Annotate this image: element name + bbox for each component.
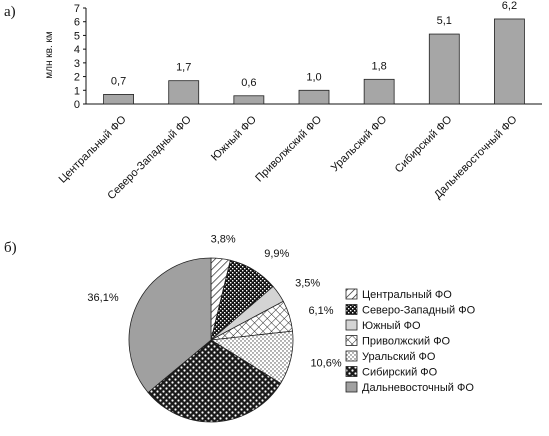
bar [494, 18, 525, 105]
y-tick-label: 1 [74, 85, 80, 97]
x-tick-label: Приволжский ФО [253, 113, 324, 184]
legend-label: Дальневосточный ФО [362, 382, 474, 394]
bar [103, 94, 134, 105]
pie-value-label: 6,1% [308, 305, 333, 317]
pie-value-label: 3,5% [295, 277, 320, 289]
bar-value-label: 0,7 [111, 75, 126, 87]
bar [363, 78, 395, 105]
legend-swatch [345, 335, 358, 346]
y-tick-label: 4 [74, 44, 80, 56]
legend-label: Северо-Западный ФО [362, 305, 476, 317]
x-tick-label: Южный ФО [209, 113, 259, 163]
pie-slices [128, 257, 294, 423]
x-tick-label: Центральный ФО [57, 113, 129, 185]
y-axis-label: млн кв. км [44, 31, 55, 79]
legend-label: Приволжский ФО [362, 336, 451, 348]
legend-swatch [345, 366, 358, 377]
bar [233, 95, 265, 105]
x-tick-label: Сибирский ФО [393, 113, 455, 175]
legend-label: Южный ФО [362, 320, 421, 332]
legend-label: Уральский ФО [362, 351, 436, 363]
pie-chart: 3,8%9,9%3,5%6,1%10,6%30,1%36,1% [87, 234, 342, 423]
bar-axes [83, 7, 542, 105]
bar-value-label: 5,1 [437, 15, 452, 27]
bar-value-labels: 0,7 1,7 0,6 1,0 1,8 5,1 6,2 [111, 0, 517, 89]
bar-value-label: 1,0 [306, 71, 321, 83]
legend-label: Сибирский ФО [362, 367, 438, 379]
bar [428, 33, 460, 105]
y-tick-label: 3 [74, 58, 80, 70]
legend-swatch [345, 319, 358, 331]
pie-legend: Центральный ФО Северо-Западный ФО Южный ФО… [345, 288, 476, 394]
pie-slice [147, 339, 282, 423]
y-tick-label: 2 [74, 72, 80, 84]
legend-swatch [345, 350, 358, 362]
pie-value-labels: 3,8%9,9%3,5%6,1%10,6%30,1%36,1% [87, 234, 341, 370]
y-tick-label: 7 [74, 3, 80, 15]
bar-value-label: 6,2 [502, 0, 517, 12]
y-tick-label: 6 [74, 17, 80, 29]
pie-value-label: 9,9% [264, 248, 289, 260]
legend-label: Центральный ФО [362, 289, 452, 301]
pie-value-label: 3,8% [211, 234, 236, 246]
bar [298, 89, 330, 105]
pie-value-label: 36,1% [87, 292, 118, 304]
bar-series [103, 18, 525, 105]
x-tick-label: Уральский ФО [329, 113, 390, 174]
legend-swatch [345, 381, 358, 393]
bar-chart: млн кв. км 0,71,70,6 1,01,85,16,2 0123456… [44, 0, 542, 202]
bar-value-label: 0,6 [241, 77, 256, 89]
panel-label-b: б) [4, 240, 17, 256]
bar-value-label: 1,8 [371, 60, 386, 72]
bar-value-label: 1,7 [176, 62, 191, 74]
panel-label-a: а) [4, 4, 16, 20]
legend-swatch [345, 288, 358, 300]
bar [168, 80, 200, 105]
y-tick-label: 5 [74, 30, 80, 42]
legend-swatch [345, 304, 358, 315]
pie-slice [128, 257, 212, 394]
y-tick-label: 0 [74, 99, 80, 111]
pie-value-label: 10,6% [310, 358, 341, 370]
